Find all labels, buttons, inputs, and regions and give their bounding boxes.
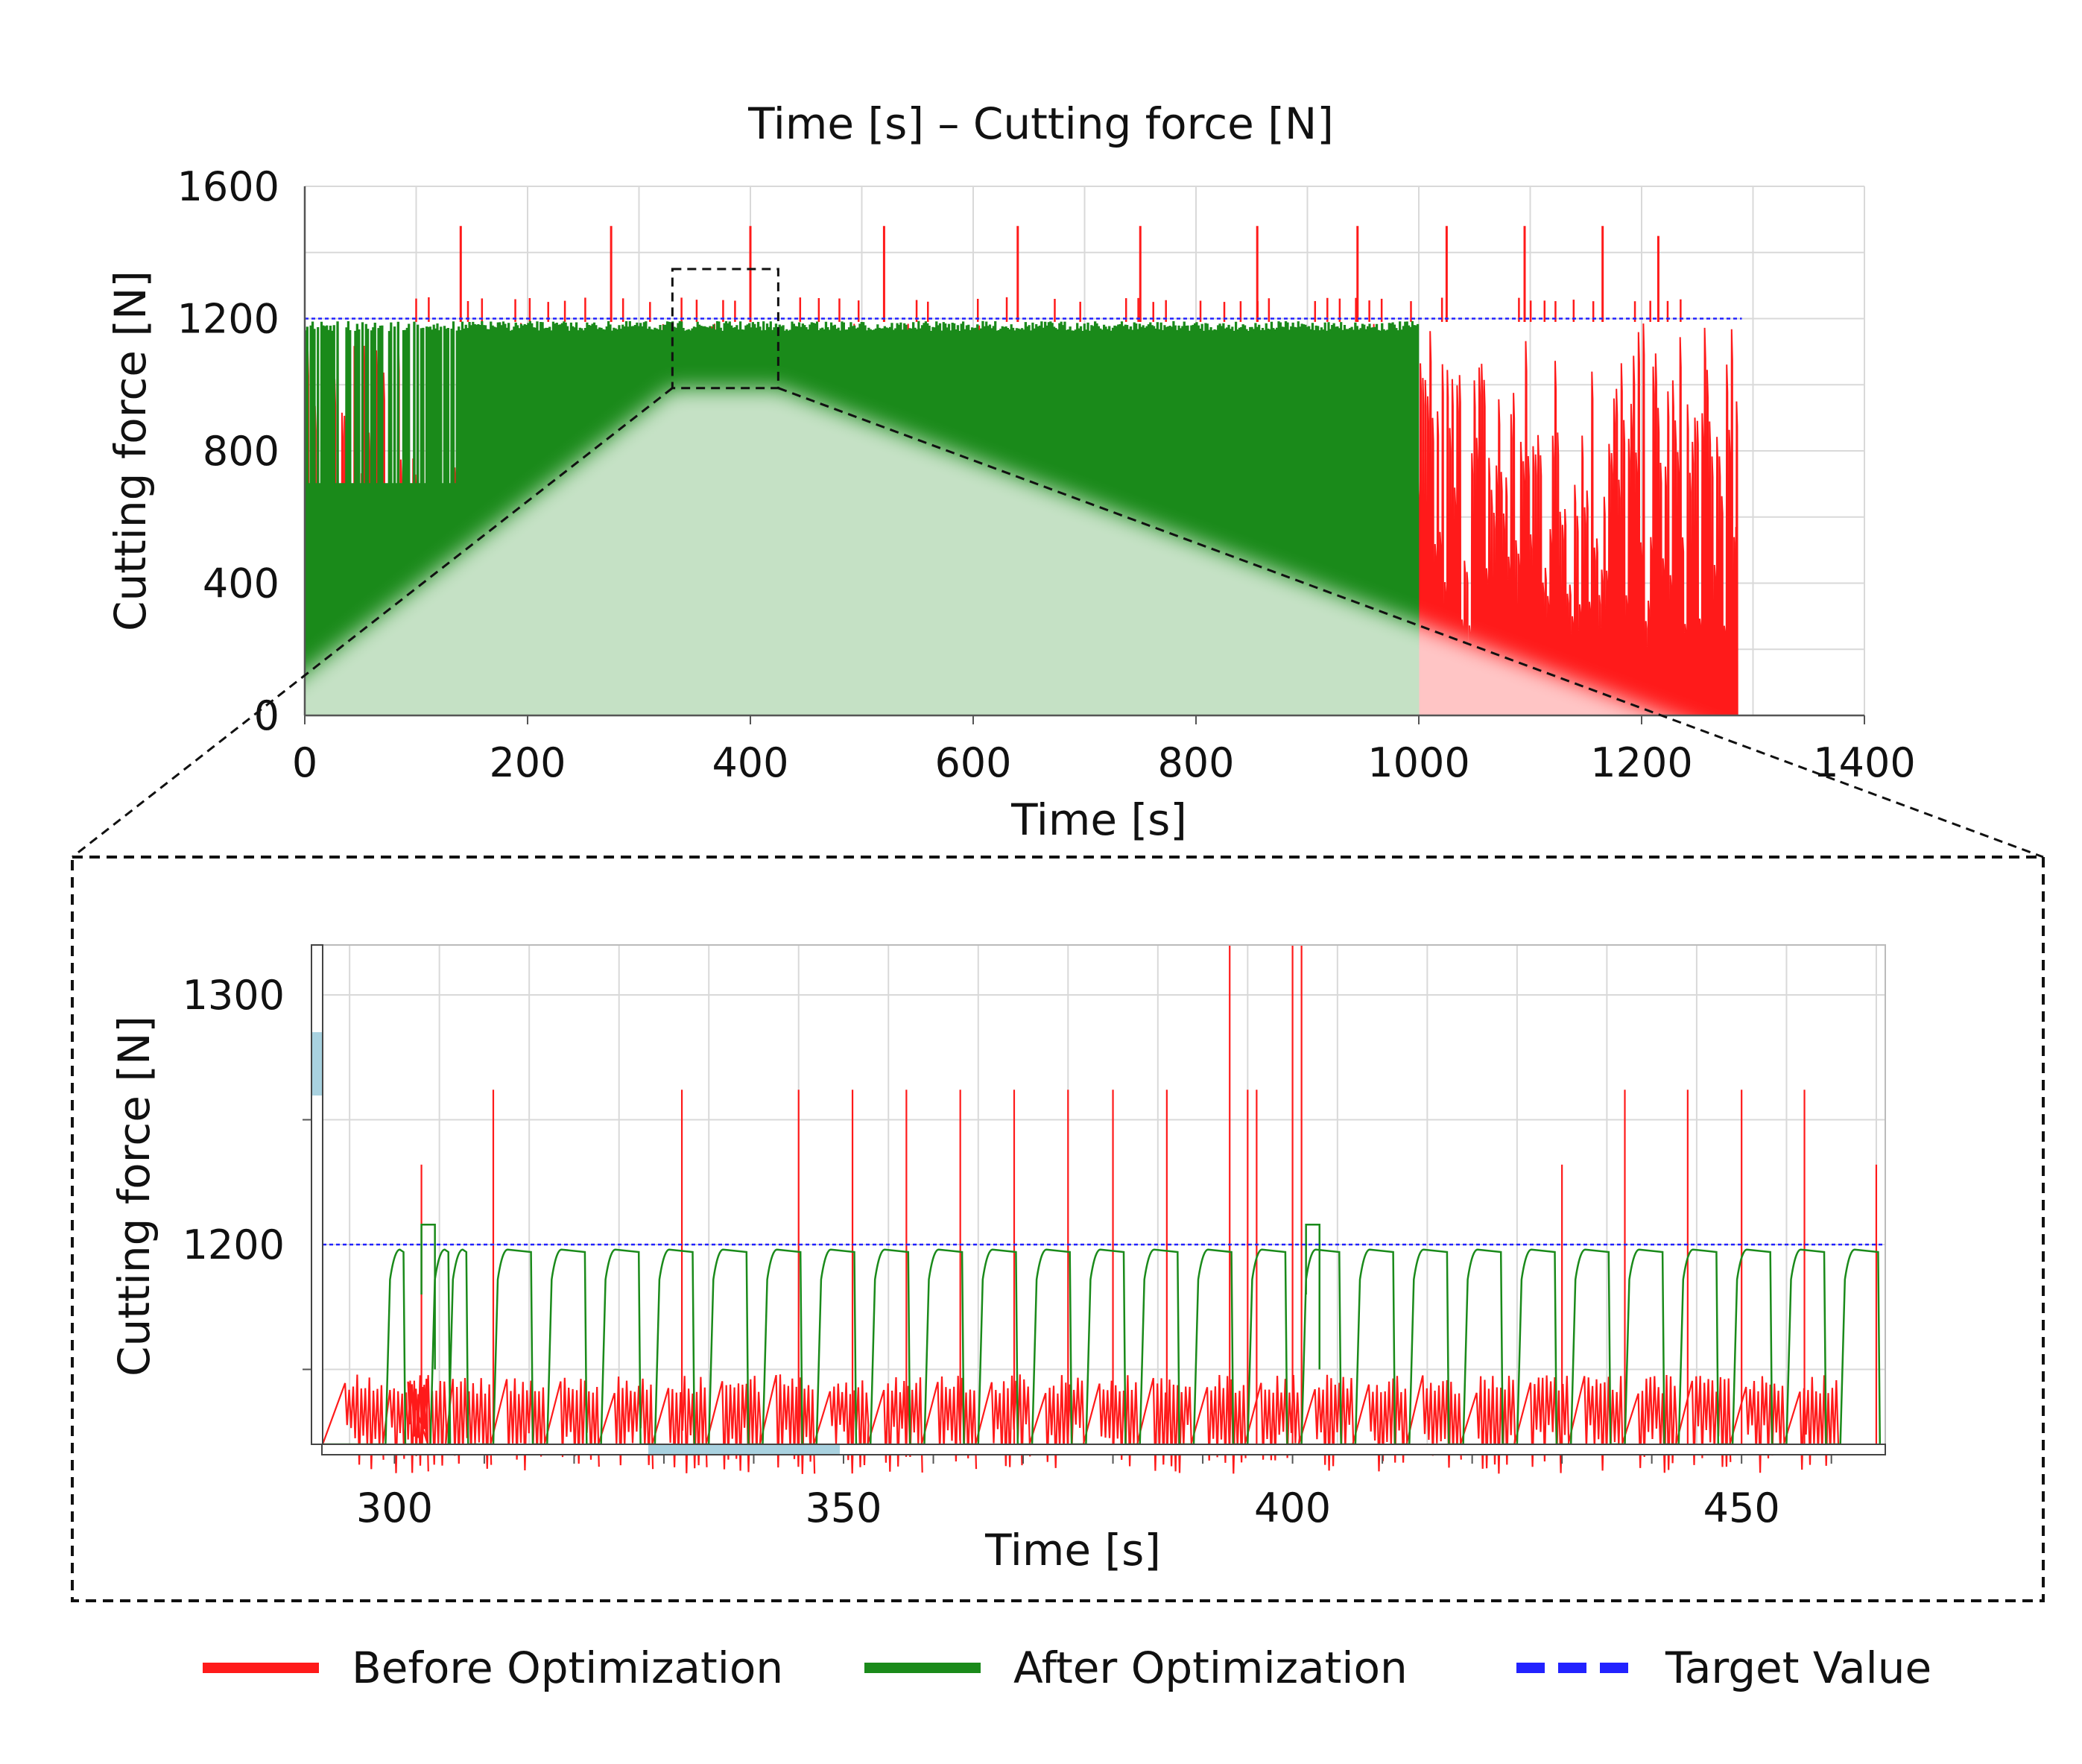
zoom-before-line xyxy=(321,1374,1840,1474)
overview-y-tick-label: 1200 xyxy=(177,296,279,343)
overview-x-tick-label: 200 xyxy=(489,739,566,786)
horizontal-scrollbar-thumb[interactable] xyxy=(648,1445,840,1454)
zoom-grid xyxy=(323,945,1885,1444)
zoom-connector-left xyxy=(72,387,674,859)
zoom-x-tick-label: 350 xyxy=(805,1485,882,1531)
overview-x-tick-label: 0 xyxy=(292,739,317,786)
overview-chart: Time [s] – Cutting force [N] 0 200 400 600 8… xyxy=(72,98,2042,853)
overview-x-tick-label: 600 xyxy=(934,739,1011,786)
legend-label-target: Target Value xyxy=(1665,1643,1931,1693)
legend-label-before: Before Optimization xyxy=(352,1643,783,1693)
zoom-region-box xyxy=(671,268,779,390)
zoom-x-tick-label: 450 xyxy=(1703,1485,1780,1531)
overview-y-tick-label: 1600 xyxy=(177,163,279,210)
chart-title: Time [s] – Cutting force [N] xyxy=(747,98,1334,149)
zoom-y-axis-title: Cutting force [N] xyxy=(109,1016,159,1376)
vertical-scrollbar-thumb[interactable] xyxy=(312,1032,322,1096)
zoom-glow-band xyxy=(72,388,2042,853)
legend-label-after: After Optimization xyxy=(1013,1643,1408,1693)
overview-series-after xyxy=(303,320,1420,717)
zoom-after-overshoot xyxy=(1305,1223,1320,1370)
zoom-x-axis-title: Time [s] xyxy=(984,1525,1161,1575)
zoom-y-tick-label: 1300 xyxy=(183,972,285,1019)
zoom-axes: 300 350 400 450 1200 1300 xyxy=(183,944,1886,1531)
overview-y-tick-label: 800 xyxy=(203,428,279,475)
zoom-after-overshoot xyxy=(420,1223,436,1370)
overview-x-tick-label: 800 xyxy=(1157,739,1234,786)
overview-axes: 0 200 400 600 800 1000 1200 1400 0 400 800 1200 1600 xyxy=(177,163,1916,786)
zoom-panel-frame xyxy=(71,856,2045,1602)
zoom-x-tick-label: 300 xyxy=(356,1485,433,1531)
horizontal-scrollbar[interactable] xyxy=(321,1444,1886,1455)
overview-y-axis-title: Cutting force [N] xyxy=(105,271,156,631)
overview-x-tick-label: 1400 xyxy=(1813,739,1915,786)
overview-after-line xyxy=(303,320,1420,717)
overview-y-tick-label: 0 xyxy=(254,692,279,739)
zoom-x-tick-label: 400 xyxy=(1254,1485,1331,1531)
zoom-series-before xyxy=(321,945,1878,1474)
zoom-after-line xyxy=(323,1248,1882,1446)
legend: Before Optimization After Optimization T… xyxy=(203,1643,1931,1693)
overview-x-tick-label: 1200 xyxy=(1590,739,1692,786)
zoom-chart: 300 350 400 450 1200 1300 Time [s] Cutting fo… xyxy=(109,944,1886,1575)
zoom-series-after xyxy=(323,1223,1882,1446)
overview-x-tick-label: 400 xyxy=(712,739,788,786)
zoom-connector-right xyxy=(777,387,2044,859)
vertical-scrollbar[interactable] xyxy=(311,944,323,1445)
zoom-y-tick-label: 1200 xyxy=(183,1221,285,1268)
overview-x-tick-label: 1000 xyxy=(1367,739,1469,786)
overview-x-axis-title: Time [s] xyxy=(1010,794,1187,845)
overview-y-tick-label: 400 xyxy=(203,560,279,607)
